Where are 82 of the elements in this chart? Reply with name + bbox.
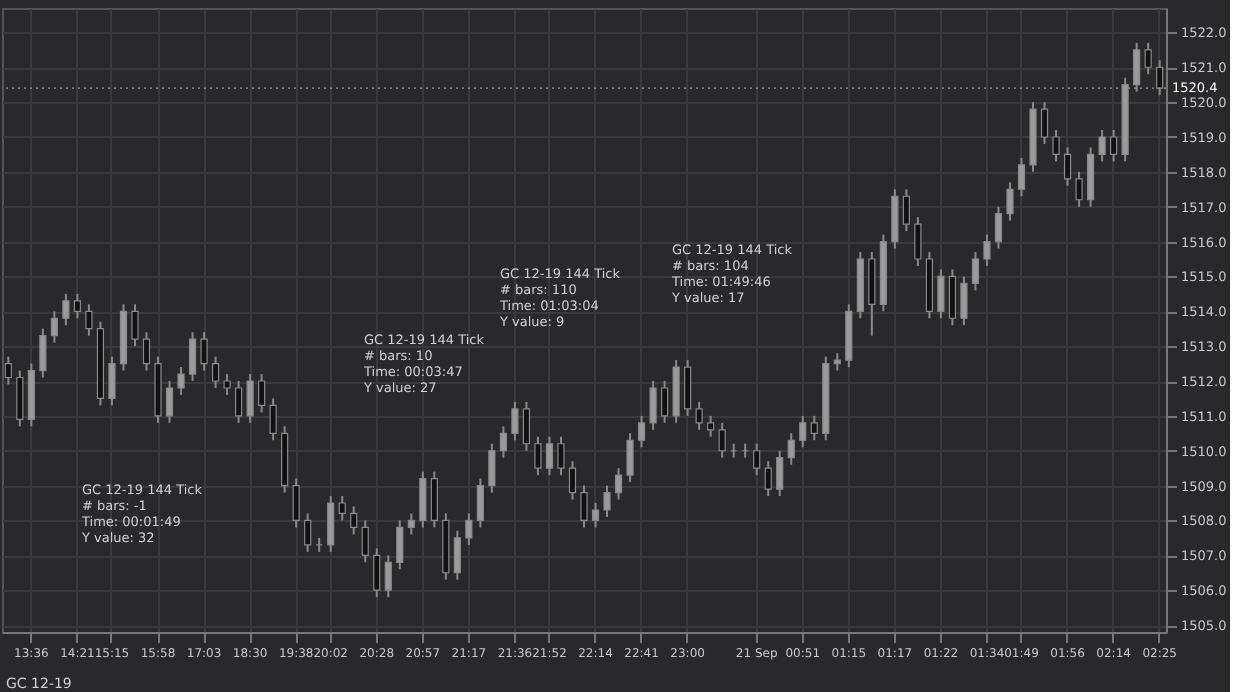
candlestick	[1006, 181, 1014, 222]
candlestick	[419, 470, 427, 529]
candlestick	[62, 292, 70, 327]
candlestick	[1086, 146, 1095, 208]
candlestick	[937, 268, 945, 320]
candlestick	[327, 495, 335, 553]
candlestick	[39, 327, 47, 379]
candlestick	[891, 188, 899, 250]
candlestick	[994, 205, 1003, 250]
candlestick	[637, 414, 646, 449]
candlestick	[499, 425, 508, 459]
candlestick	[430, 470, 438, 529]
candlestick	[258, 373, 266, 414]
candlestick	[292, 477, 300, 529]
candlestick	[373, 547, 381, 599]
candlestick	[684, 359, 692, 417]
candlestick	[649, 380, 657, 431]
candlestick	[384, 554, 392, 599]
candlestick	[200, 331, 208, 372]
candlestick	[1110, 129, 1118, 163]
candlestick	[1144, 41, 1152, 76]
candlestick	[914, 216, 922, 267]
candlestick	[453, 529, 461, 581]
candlestick	[16, 369, 24, 428]
candlestick	[338, 495, 346, 522]
candlestick	[476, 477, 484, 529]
candlestick	[660, 380, 669, 424]
candlestick	[269, 397, 277, 442]
candlestick	[983, 233, 991, 267]
candlestick	[614, 467, 623, 501]
candlestick	[1156, 59, 1164, 97]
candlestick	[1040, 101, 1049, 145]
candlestick	[177, 366, 185, 396]
candlestick	[868, 251, 876, 337]
candlestick	[4, 355, 12, 386]
candlestick	[235, 380, 243, 424]
candlestick	[165, 380, 174, 424]
candlestick	[764, 460, 772, 498]
candlestick	[361, 519, 369, 564]
candlestick	[695, 400, 703, 431]
candlestick	[534, 435, 542, 477]
candlestick	[718, 421, 726, 459]
candlestick	[350, 505, 358, 536]
candlestick	[73, 292, 82, 320]
candlestick	[142, 331, 151, 372]
candlestick	[799, 414, 807, 449]
candlestick	[580, 484, 588, 529]
candlestick	[396, 519, 404, 571]
candlestick	[1017, 156, 1026, 198]
candlestick	[108, 355, 116, 407]
candlestick	[948, 268, 957, 327]
candlestick	[1075, 170, 1083, 208]
candlestick	[810, 414, 818, 442]
candlestick	[304, 512, 312, 553]
candlestick	[902, 188, 910, 233]
candlestick	[545, 435, 554, 477]
candlestick	[1098, 129, 1106, 163]
candlestick	[626, 432, 634, 484]
candlestick	[511, 400, 519, 442]
candlestick	[465, 512, 473, 546]
candlestick	[223, 373, 231, 396]
candlestick	[188, 331, 197, 383]
candlestick	[211, 355, 220, 389]
candlestick	[971, 251, 980, 292]
candlestick	[1063, 146, 1072, 187]
candlestick	[522, 400, 531, 452]
candlestick	[1052, 129, 1060, 163]
candlestick	[557, 435, 565, 477]
candlestick	[568, 460, 577, 501]
candlestick	[488, 442, 496, 494]
candlestick	[753, 442, 761, 477]
candlestick	[960, 275, 968, 327]
candlestick	[246, 373, 254, 424]
candlestick	[407, 512, 415, 536]
candlestick	[707, 414, 715, 438]
candlestick	[776, 449, 784, 498]
candlestick	[603, 484, 611, 518]
candlestick	[591, 502, 600, 529]
candlestick	[50, 310, 58, 344]
candlestick	[787, 432, 795, 466]
candlestick	[85, 303, 93, 337]
candlestick	[131, 303, 139, 348]
